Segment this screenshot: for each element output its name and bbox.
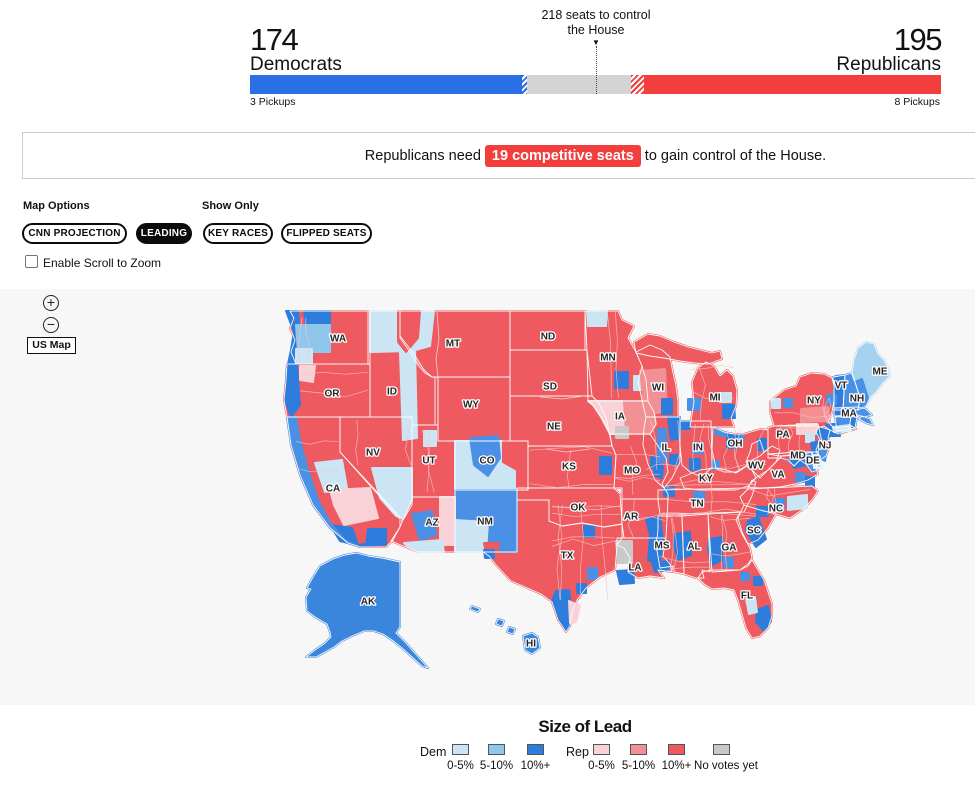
svg-text:IN: IN	[693, 443, 703, 454]
svg-text:NH: NH	[850, 394, 864, 405]
svg-text:CO: CO	[480, 456, 495, 467]
svg-text:NE: NE	[547, 422, 561, 433]
svg-text:DE: DE	[806, 456, 820, 467]
svg-text:MO: MO	[624, 466, 640, 477]
svg-text:KS: KS	[562, 462, 576, 473]
svg-text:ME: ME	[873, 367, 888, 378]
svg-text:MI: MI	[709, 393, 720, 404]
svg-text:IA: IA	[615, 412, 625, 423]
svg-text:ID: ID	[387, 387, 397, 398]
svg-text:NC: NC	[769, 504, 783, 515]
svg-text:MN: MN	[600, 353, 616, 364]
svg-text:NY: NY	[807, 396, 821, 407]
svg-text:LA: LA	[628, 563, 641, 574]
svg-text:NV: NV	[366, 448, 380, 459]
svg-text:FL: FL	[741, 591, 753, 602]
svg-text:SC: SC	[747, 526, 761, 537]
svg-text:OR: OR	[325, 389, 341, 400]
svg-text:MA: MA	[841, 409, 857, 420]
svg-text:KY: KY	[699, 474, 713, 485]
svg-text:HI: HI	[526, 639, 536, 650]
svg-text:ND: ND	[541, 332, 555, 343]
svg-text:VT: VT	[835, 381, 848, 392]
svg-text:AZ: AZ	[425, 518, 438, 529]
svg-text:VA: VA	[771, 470, 784, 481]
svg-text:UT: UT	[422, 456, 435, 467]
svg-text:AL: AL	[687, 542, 700, 553]
svg-text:GA: GA	[722, 543, 737, 554]
svg-text:MS: MS	[655, 541, 670, 552]
svg-text:WI: WI	[652, 383, 664, 394]
svg-text:SD: SD	[543, 382, 557, 393]
svg-text:MT: MT	[446, 339, 460, 350]
svg-text:TX: TX	[561, 551, 574, 562]
svg-text:NM: NM	[477, 517, 493, 528]
svg-text:CA: CA	[326, 484, 340, 495]
svg-text:OH: OH	[728, 439, 743, 450]
svg-text:OK: OK	[571, 503, 587, 514]
svg-text:AR: AR	[624, 512, 639, 523]
svg-text:PA: PA	[776, 430, 789, 441]
svg-text:MD: MD	[790, 451, 806, 462]
svg-text:TN: TN	[690, 499, 703, 510]
svg-text:WA: WA	[330, 334, 346, 345]
svg-text:WY: WY	[463, 400, 479, 411]
svg-text:AK: AK	[361, 597, 376, 608]
svg-text:NJ: NJ	[819, 441, 832, 452]
svg-text:IL: IL	[662, 443, 671, 454]
svg-text:WV: WV	[748, 461, 764, 472]
